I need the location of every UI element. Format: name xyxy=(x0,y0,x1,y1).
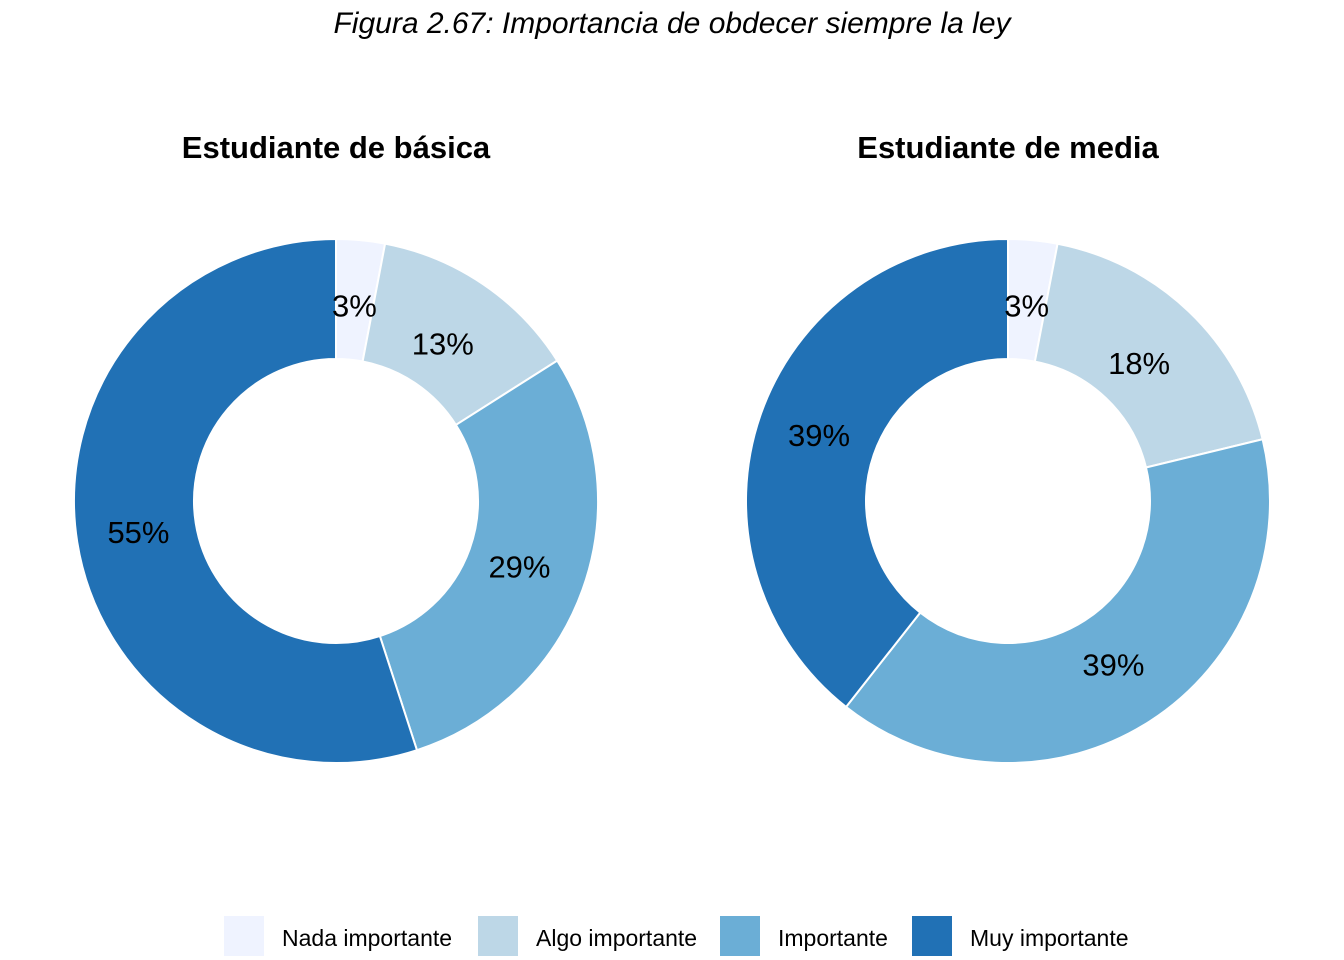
donut-chart-media: Estudiante de media 3% 18% 39% 39% xyxy=(745,130,1271,764)
slice-muy-importante-media xyxy=(745,237,1009,709)
slice-importante-media xyxy=(844,438,1271,764)
donut-chart-basica: Estudiante de básica 3% 13% 29% 55% xyxy=(73,130,599,764)
slice-label-algo-importante-basica: 13% xyxy=(412,326,474,361)
slice-muy-importante-basica xyxy=(73,237,419,764)
slice-label-nada-importante-media: 3% xyxy=(1004,288,1049,323)
legend-key-nada-importante xyxy=(224,916,264,956)
slice-label-muy-importante-media: 39% xyxy=(788,418,850,453)
slice-label-algo-importante-media: 18% xyxy=(1108,346,1170,381)
slice-label-nada-importante-basica: 3% xyxy=(332,288,377,323)
slice-label-importante-media: 39% xyxy=(1082,648,1144,683)
slice-importante-basica xyxy=(378,359,599,752)
slices-basica xyxy=(73,237,599,764)
legend-label-algo-importante: Algo importante xyxy=(536,925,698,951)
slice-labels-basica: 3% 13% 29% 55% xyxy=(107,288,550,584)
slice-algo-importante-media xyxy=(1033,242,1264,469)
legend-label-importante: Importante xyxy=(778,925,888,951)
panel-title-basica: Estudiante de básica xyxy=(182,130,491,165)
figure-title: Figura 2.67: Importancia de obdecer siem… xyxy=(333,7,1011,40)
panel-title-media: Estudiante de media xyxy=(857,130,1159,165)
slice-label-importante-basica: 29% xyxy=(488,550,550,585)
legend-key-algo-importante xyxy=(478,916,518,956)
legend-key-muy-importante xyxy=(912,916,952,956)
slice-labels-media: 3% 18% 39% 39% xyxy=(788,288,1170,682)
legend-key-importante xyxy=(720,916,760,956)
slice-label-muy-importante-basica: 55% xyxy=(107,515,169,550)
donut-charts: Estudiante de básica 3% 13% 29% 55% Estudia… xyxy=(73,130,1271,764)
slices-media xyxy=(745,237,1271,764)
legend-label-muy-importante: Muy importante xyxy=(970,925,1129,951)
legend-label-nada-importante: Nada importante xyxy=(282,925,453,951)
legend: Nada importante Algo importante Importan… xyxy=(0,916,1344,958)
